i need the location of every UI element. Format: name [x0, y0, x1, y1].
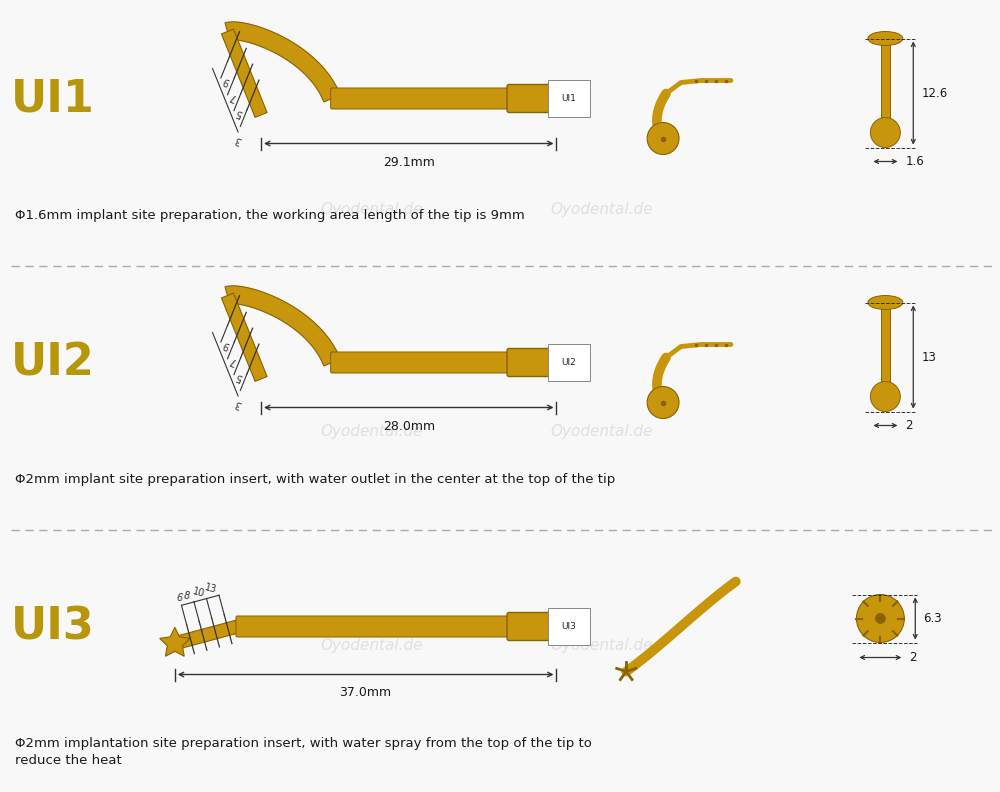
Polygon shape — [221, 29, 267, 117]
Text: 5: 5 — [235, 371, 244, 383]
Text: UI2: UI2 — [11, 341, 95, 384]
Text: 9: 9 — [222, 75, 231, 86]
Text: 6: 6 — [175, 592, 184, 604]
Bar — [881, 303, 890, 383]
Polygon shape — [225, 286, 340, 366]
Text: UI3: UI3 — [11, 605, 95, 648]
Text: UI1: UI1 — [11, 77, 95, 120]
Text: 9: 9 — [222, 339, 231, 351]
Text: 7: 7 — [228, 91, 238, 103]
Text: UI1: UI1 — [561, 94, 576, 103]
Text: 29.1mm: 29.1mm — [383, 155, 435, 169]
Bar — [881, 39, 890, 119]
Text: 1.6: 1.6 — [905, 155, 924, 168]
Text: 13: 13 — [203, 583, 218, 596]
Circle shape — [856, 595, 904, 642]
Text: Φ2mm implant site preparation insert, with water outlet in the center at the top: Φ2mm implant site preparation insert, wi… — [15, 473, 615, 486]
Text: 2: 2 — [909, 651, 917, 664]
Text: Φ1.6mm implant site preparation, the working area length of the tip is 9mm: Φ1.6mm implant site preparation, the wor… — [15, 209, 525, 222]
Text: Oyodental.de: Oyodental.de — [321, 425, 423, 439]
Text: 7: 7 — [228, 356, 238, 367]
Polygon shape — [173, 620, 239, 649]
Text: UI2: UI2 — [561, 358, 576, 367]
Ellipse shape — [868, 32, 903, 45]
Polygon shape — [160, 627, 190, 657]
Text: 12.6: 12.6 — [921, 86, 948, 100]
Circle shape — [875, 614, 885, 623]
Text: Φ2mm implantation site preparation insert, with water spray from the top of the : Φ2mm implantation site preparation inser… — [15, 737, 592, 767]
Text: Oyodental.de: Oyodental.de — [550, 638, 653, 653]
Text: 3: 3 — [233, 134, 243, 145]
Ellipse shape — [868, 295, 903, 310]
Text: 10: 10 — [191, 586, 205, 599]
FancyBboxPatch shape — [236, 616, 513, 637]
Text: 13: 13 — [921, 351, 936, 364]
Text: 2: 2 — [905, 419, 913, 432]
Circle shape — [647, 123, 679, 154]
FancyBboxPatch shape — [507, 348, 561, 376]
Text: Oyodental.de: Oyodental.de — [321, 638, 423, 653]
FancyBboxPatch shape — [331, 88, 513, 109]
Text: Oyodental.de: Oyodental.de — [550, 203, 653, 217]
Polygon shape — [225, 22, 340, 102]
Polygon shape — [221, 293, 267, 382]
FancyBboxPatch shape — [331, 352, 513, 373]
Text: 37.0mm: 37.0mm — [340, 687, 392, 699]
FancyBboxPatch shape — [507, 85, 561, 112]
Text: 3: 3 — [233, 398, 243, 409]
Circle shape — [647, 386, 679, 418]
Circle shape — [870, 382, 900, 412]
Text: Oyodental.de: Oyodental.de — [550, 425, 653, 439]
Text: 5: 5 — [235, 107, 244, 119]
Text: Oyodental.de: Oyodental.de — [321, 203, 423, 217]
Text: 6.3: 6.3 — [923, 612, 942, 625]
Text: 8: 8 — [181, 590, 190, 601]
Text: UI3: UI3 — [561, 622, 576, 631]
FancyBboxPatch shape — [507, 612, 561, 641]
Circle shape — [870, 117, 900, 147]
Text: 28.0mm: 28.0mm — [383, 420, 435, 432]
